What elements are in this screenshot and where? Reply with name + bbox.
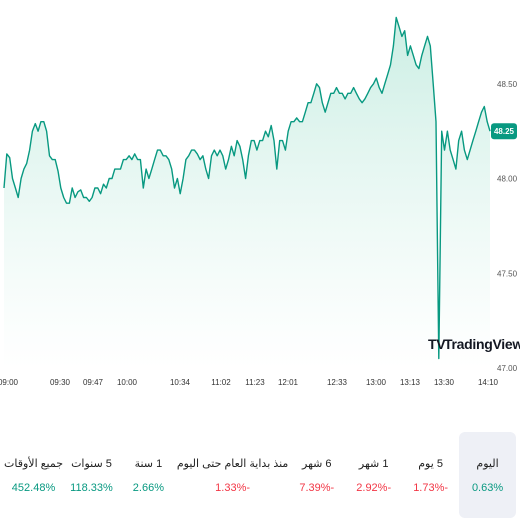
period-change-value: 0.63% [471, 481, 504, 494]
x-tick-label: 11:23 [245, 378, 265, 387]
tradingview-logo-name: TradingView [444, 336, 520, 352]
period-change-value: 1.33%- [215, 481, 251, 494]
x-tick-label: 13:30 [434, 378, 455, 387]
x-tick-label: 09:00 [0, 378, 19, 387]
x-tick-label: 10:34 [170, 378, 191, 387]
price-line [3, 16, 491, 360]
period-tab-1[interactable]: 5 يوم 1.73%- [402, 432, 459, 518]
last-price-badge: 48.25 [491, 123, 517, 140]
period-change-value: 452.48% [11, 481, 56, 494]
period-change-value: 2.92%- [356, 481, 392, 494]
area-layer [3, 16, 491, 368]
chart-svg: 48.50 48.00 47.50 47.00 09:00 09:30 09:47 10:0… [0, 16, 520, 387]
period-tab-0[interactable]: اليوم 0.63% [459, 432, 516, 518]
period-tab-4[interactable]: منذ بداية العام حتى اليوم 1.33%- [177, 432, 288, 518]
y-tick-label: 48.50 [497, 80, 518, 89]
period-tab-6[interactable]: 5 سنوات 118.33% [63, 432, 120, 518]
price-chart[interactable]: 48.50 48.00 47.50 47.00 09:00 09:30 09:47 10:0… [0, 0, 520, 400]
period-tab-7[interactable]: جميع الأوقات 452.48% [4, 432, 63, 518]
period-label: منذ بداية العام حتى اليوم [176, 457, 289, 470]
tradingview-logo[interactable]: TV TradingView [428, 336, 520, 352]
period-change-value: 7.39%- [299, 481, 335, 494]
period-tab-3[interactable]: 6 شهر 7.39%- [288, 432, 345, 518]
period-label: 5 يوم [418, 457, 443, 470]
y-tick-label: 48.00 [497, 175, 518, 184]
period-label: 1 شهر [358, 457, 389, 470]
last-price-label: 48.25 [494, 127, 515, 136]
price-area-fill [4, 17, 490, 368]
tradingview-logo-mark: TV [428, 336, 446, 352]
y-axis: 48.50 48.00 47.50 47.00 [497, 80, 518, 373]
performance-periods: اليوم 0.63% 5 يوم 1.73%- 1 شهر 2.92%- 6 شهر 7.3… [0, 432, 520, 518]
x-tick-label: 13:13 [400, 378, 421, 387]
period-tab-5[interactable]: 1 سنة 2.66% [120, 432, 177, 518]
x-tick-label: 12:33 [327, 378, 348, 387]
x-tick-label: 09:47 [83, 378, 104, 387]
last-price-badge-bg [491, 123, 517, 140]
period-change-value: 118.33% [70, 481, 113, 494]
period-label: 6 شهر [302, 457, 332, 470]
x-tick-label: 12:01 [278, 378, 299, 387]
period-change-value: 1.73%- [413, 481, 449, 494]
period-label: 1 سنة [134, 457, 163, 470]
period-label: جميع الأوقات [4, 457, 64, 470]
x-axis: 09:00 09:30 09:47 10:00 10:34 11:02 11:23 12:01… [0, 378, 499, 387]
period-change-value: 2.66% [132, 481, 164, 494]
period-label: اليوم [476, 457, 499, 470]
x-tick-label: 09:30 [50, 378, 71, 387]
y-tick-label: 47.00 [497, 364, 518, 373]
period-label: 5 سنوات [71, 457, 112, 470]
x-tick-label: 11:02 [211, 378, 231, 387]
x-tick-label: 13:00 [366, 378, 387, 387]
y-tick-label: 47.50 [497, 269, 518, 278]
x-tick-label: 14:10 [478, 378, 499, 387]
x-tick-label: 10:00 [117, 378, 138, 387]
period-tab-2[interactable]: 1 شهر 2.92%- [345, 432, 402, 518]
